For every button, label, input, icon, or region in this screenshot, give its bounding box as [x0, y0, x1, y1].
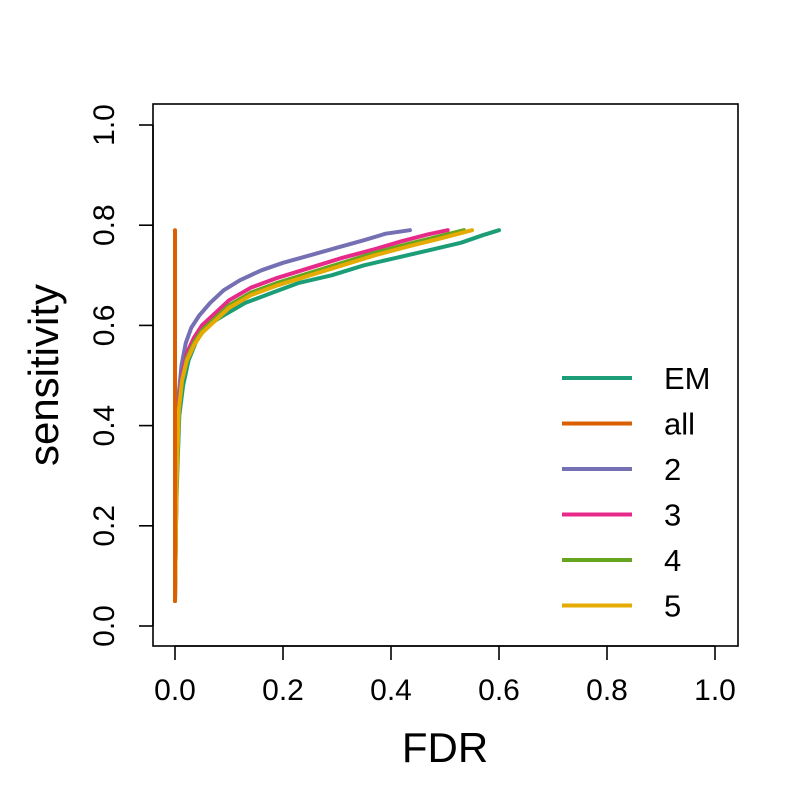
y-tick-label-3: 0.6: [88, 305, 121, 347]
legend-label-EM: EM: [664, 361, 711, 396]
legend-label-all: all: [664, 407, 695, 442]
x-axis-title: FDR: [402, 724, 488, 771]
x-tick-label-3: 0.6: [478, 674, 520, 707]
y-tick-label-5: 1.0: [88, 104, 121, 146]
x-tick-label-0: 0.0: [154, 674, 196, 707]
x-tick-label-4: 0.8: [586, 674, 628, 707]
legend-label-5: 5: [664, 589, 681, 624]
x-axis: 0.0 0.2 0.4 0.6 0.8 1.0: [154, 645, 736, 707]
x-tick-label-2: 0.4: [370, 674, 412, 707]
x-tick-label-5: 1.0: [694, 674, 736, 707]
legend-label-4: 4: [664, 543, 681, 578]
y-tick-label-1: 0.2: [88, 505, 121, 547]
legend: EM all 2 3 4 5: [562, 361, 711, 624]
legend-label-2: 2: [664, 452, 681, 487]
y-tick-label-0: 0.0: [88, 605, 121, 647]
y-tick-label-4: 0.8: [88, 204, 121, 246]
series-line-5: [173, 228, 474, 603]
series-layer: [173, 228, 501, 603]
plot-frame: [152, 103, 739, 647]
series-line-EM: [173, 228, 501, 558]
y-tick-label-2: 0.4: [88, 405, 121, 447]
x-tick-label-1: 0.2: [262, 674, 304, 707]
series-line-4: [173, 228, 466, 603]
y-axis: 0.0 0.2 0.4 0.6 0.8 1.0: [88, 104, 154, 647]
series-line-3: [173, 228, 450, 603]
y-axis-title: sensitivity: [20, 284, 67, 466]
legend-label-3: 3: [664, 498, 681, 533]
